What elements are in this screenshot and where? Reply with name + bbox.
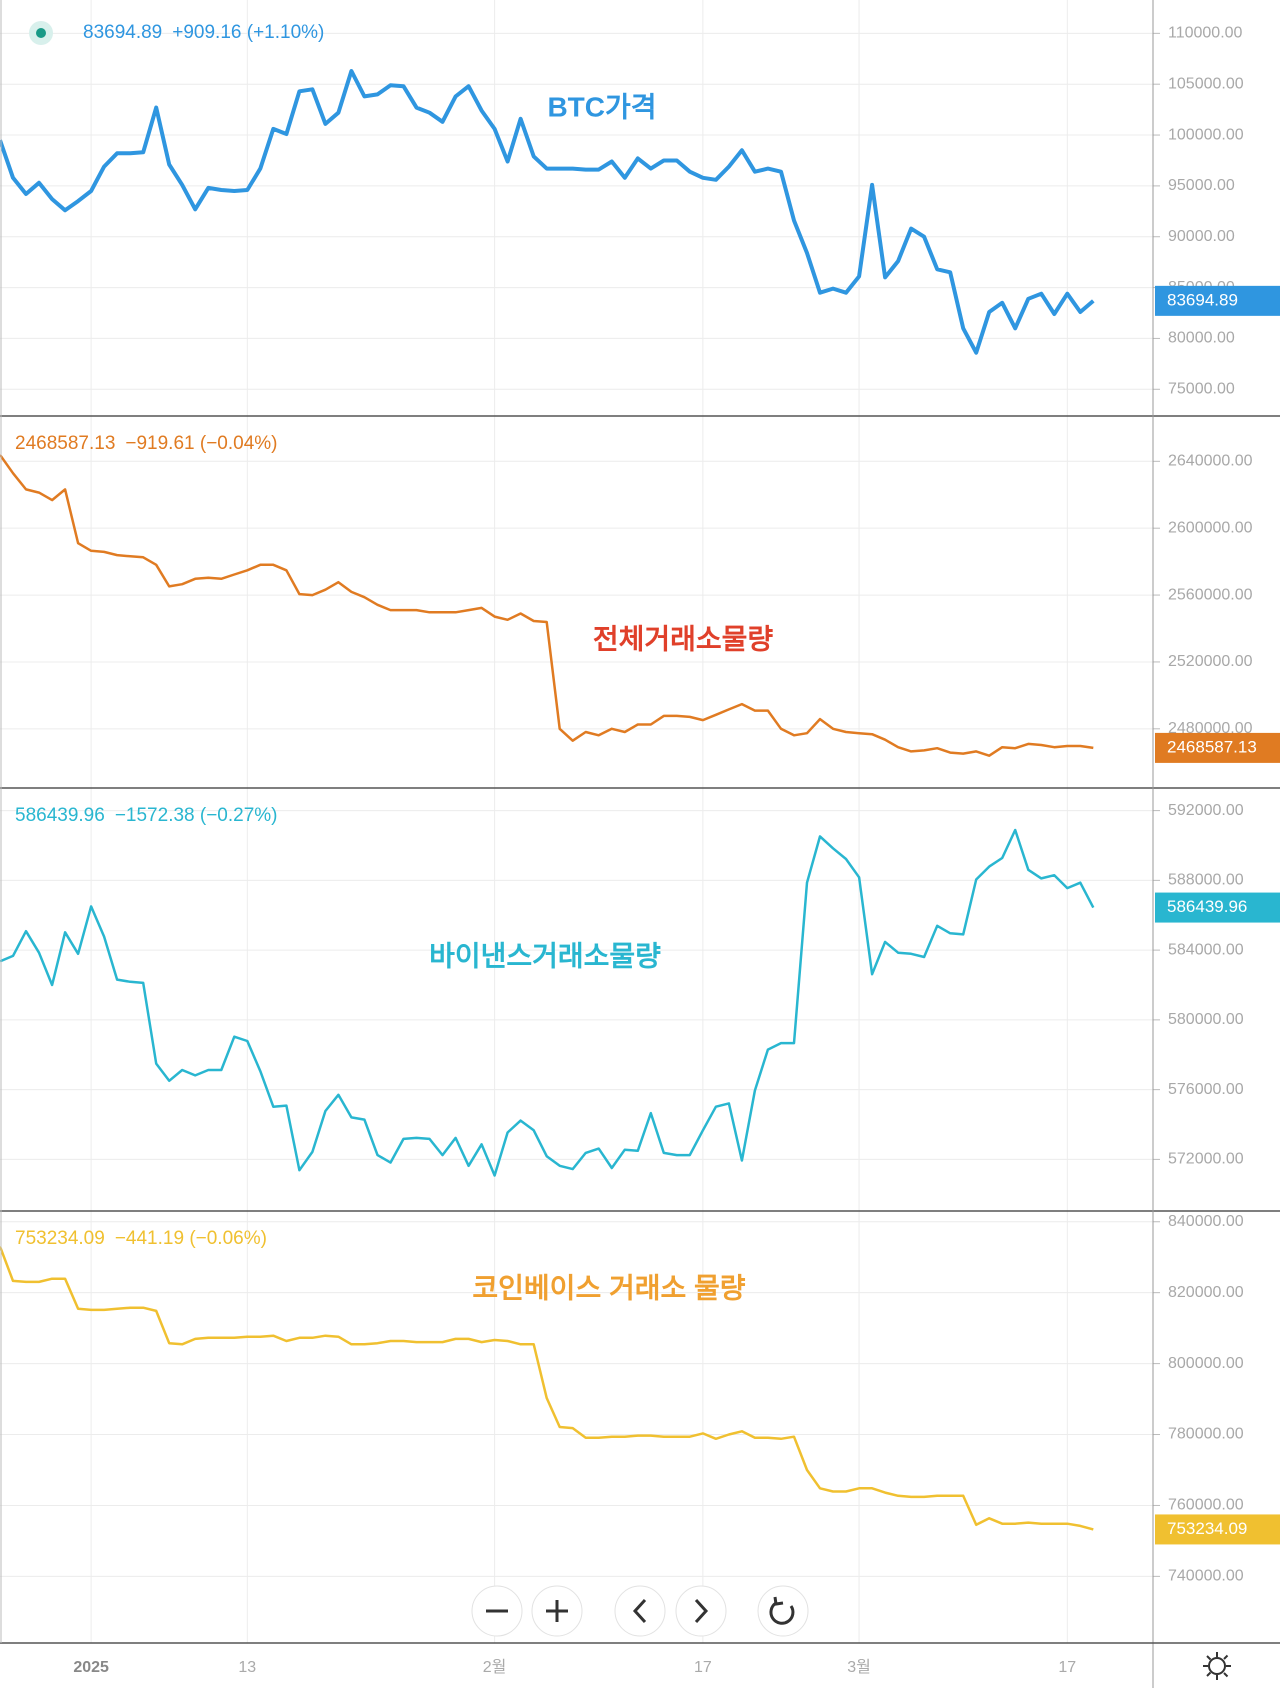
settings-button[interactable] [1203, 1652, 1231, 1680]
header-change: −441.19 (−0.06%) [115, 1228, 267, 1249]
y-tick-label: 572000.00 [1168, 1151, 1244, 1168]
x-tick-label: 17 [1058, 1659, 1076, 1676]
y-tick-label: 740000.00 [1168, 1568, 1244, 1585]
y-tick-label: 760000.00 [1168, 1497, 1244, 1514]
y-tick-label: 80000.00 [1168, 330, 1235, 347]
y-tick-label: 840000.00 [1168, 1213, 1244, 1230]
header-change: −1572.38 (−0.27%) [115, 805, 278, 826]
header-value: 753234.09 −441.19 (−0.06%) [15, 1228, 267, 1249]
header-value: 586439.96 −1572.38 (−0.27%) [15, 805, 278, 826]
y-tick-label: 2640000.00 [1168, 453, 1253, 470]
header-value: 83694.89 +909.16 (+1.10%) [83, 22, 324, 43]
header-change: −919.61 (−0.04%) [125, 433, 277, 454]
header-change: +909.16 (+1.10%) [172, 22, 324, 43]
zoom-out-button[interactable] [471, 1585, 523, 1637]
y-tick-label: 2480000.00 [1168, 720, 1253, 737]
annotation: 바이낸스거래소물량 [429, 940, 661, 971]
last-value-label: 753234.09 [1167, 1519, 1247, 1538]
scroll-right-button[interactable] [675, 1585, 727, 1637]
y-tick-label: 2520000.00 [1168, 653, 1253, 670]
header-value: 2468587.13 −919.61 (−0.04%) [15, 433, 278, 454]
series-line [0, 1246, 1094, 1531]
x-tick-label: 13 [238, 1659, 256, 1676]
y-tick-label: 95000.00 [1168, 177, 1235, 194]
x-tick-label: 17 [694, 1659, 712, 1676]
y-tick-label: 780000.00 [1168, 1426, 1244, 1443]
header-last: 753234.09 [15, 1228, 105, 1249]
scroll-left-button[interactable] [614, 1585, 666, 1637]
reset-button[interactable] [757, 1585, 809, 1637]
last-value-label: 586439.96 [1167, 897, 1247, 916]
status-dot-core [36, 28, 46, 38]
last-value-tag [1155, 285, 1280, 316]
annotation: BTC가격 [547, 91, 656, 122]
y-tick-label: 576000.00 [1168, 1081, 1244, 1098]
zoom-controls [471, 1585, 809, 1637]
last-value-tag [1155, 1514, 1280, 1545]
y-tick-label: 592000.00 [1168, 802, 1244, 819]
header-last: 586439.96 [15, 805, 105, 826]
y-tick-label: 75000.00 [1168, 380, 1235, 397]
x-tick-label: 2025 [73, 1659, 109, 1676]
y-tick-label: 820000.00 [1168, 1284, 1244, 1301]
header-last: 2468587.13 [15, 433, 115, 454]
annotation: 전체거래소물량 [593, 623, 774, 654]
y-tick-label: 584000.00 [1168, 941, 1244, 958]
annotation: 코인베이스 거래소 물량 [472, 1272, 745, 1303]
x-tick-label: 2월 [483, 1658, 507, 1676]
zoom-in-button[interactable] [531, 1585, 583, 1637]
y-tick-label: 800000.00 [1168, 1355, 1244, 1372]
series-line [0, 454, 1094, 757]
last-value-label: 83694.89 [1167, 290, 1238, 309]
series-line [0, 69, 1095, 355]
last-value-tag [1155, 732, 1280, 763]
last-value-label: 2468587.13 [1167, 737, 1257, 756]
x-tick-label: 3월 [847, 1658, 871, 1676]
header-last: 83694.89 [83, 22, 162, 43]
y-tick-label: 110000.00 [1168, 25, 1243, 42]
y-tick-label: 2560000.00 [1168, 586, 1253, 603]
y-tick-label: 90000.00 [1168, 228, 1235, 245]
y-tick-label: 100000.00 [1168, 126, 1244, 143]
y-tick-label: 2600000.00 [1168, 519, 1253, 536]
last-value-tag [1155, 892, 1280, 923]
y-tick-label: 580000.00 [1168, 1011, 1244, 1028]
y-tick-label: 588000.00 [1168, 872, 1244, 889]
series-line [0, 828, 1095, 1177]
y-tick-label: 105000.00 [1168, 75, 1244, 92]
